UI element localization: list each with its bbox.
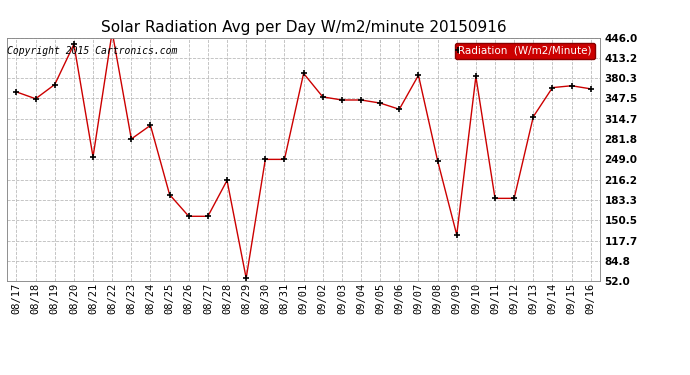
Text: Copyright 2015 Cartronics.com: Copyright 2015 Cartronics.com xyxy=(7,46,177,56)
Legend: Radiation  (W/m2/Minute): Radiation (W/m2/Minute) xyxy=(455,43,595,59)
Title: Solar Radiation Avg per Day W/m2/minute 20150916: Solar Radiation Avg per Day W/m2/minute … xyxy=(101,20,506,35)
